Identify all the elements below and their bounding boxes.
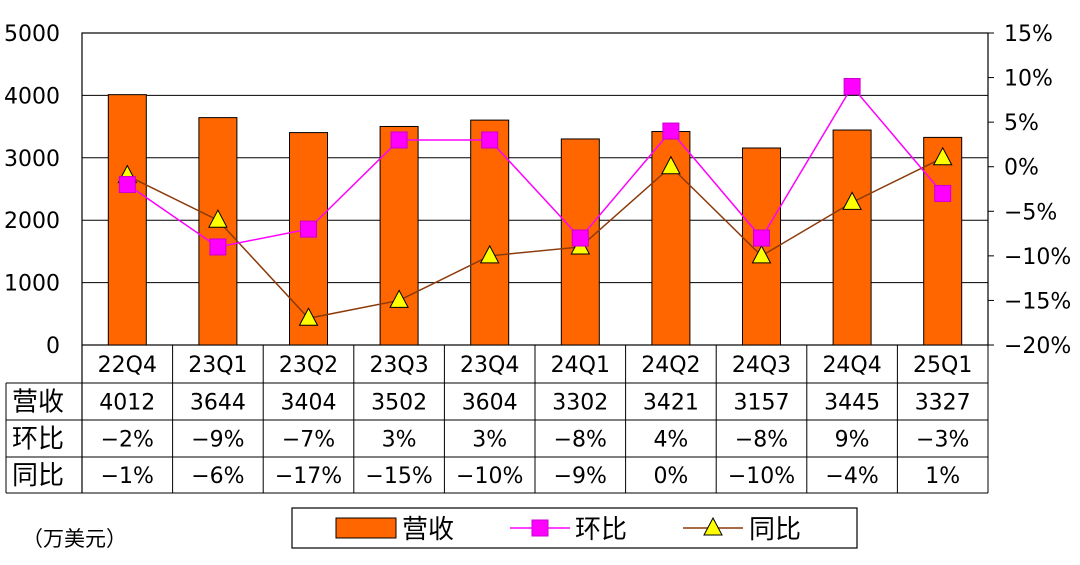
y-right-tick-label: 10% bbox=[1004, 67, 1053, 92]
y-left-tick-label: 2000 bbox=[4, 209, 60, 234]
x-category-label: 24Q2 bbox=[641, 353, 700, 378]
yoy-point bbox=[751, 244, 772, 264]
x-category-label: 22Q4 bbox=[98, 353, 157, 378]
yoy-point bbox=[661, 155, 681, 175]
axes: 0 1000 2000 3000 4000 5000 −20% −15% −10% −5% 0% 5%… bbox=[4, 22, 1071, 359]
环比-line bbox=[126, 85, 944, 248]
mom-point bbox=[662, 122, 680, 140]
y-left-tick-label: 5000 bbox=[4, 22, 60, 47]
mom-point bbox=[390, 131, 408, 149]
table-cell: 3404 bbox=[281, 391, 337, 416]
x-category-label: 24Q4 bbox=[822, 353, 881, 378]
mom-point bbox=[843, 77, 861, 95]
mom-point bbox=[481, 131, 499, 149]
y-right-tick-label: 5% bbox=[1004, 111, 1039, 136]
legend-revenue-swatch bbox=[335, 517, 397, 539]
yoy-point bbox=[842, 191, 862, 210]
mom-point bbox=[300, 220, 317, 238]
table-cell: 3644 bbox=[190, 391, 246, 416]
y-left-tick-label: 3000 bbox=[4, 147, 60, 172]
yoy-point bbox=[932, 146, 953, 166]
mom-point bbox=[753, 229, 770, 247]
x-category-label: 23Q3 bbox=[369, 353, 428, 378]
table-cell: −17% bbox=[275, 464, 342, 489]
yoy-point bbox=[479, 244, 500, 264]
legend-revenue-label: 营收 bbox=[402, 515, 454, 545]
legend-mom-marker bbox=[531, 519, 549, 537]
y-right-tick-label: −5% bbox=[1004, 200, 1057, 225]
table-cell: 0% bbox=[653, 464, 688, 489]
table-cell: 3% bbox=[472, 428, 507, 453]
table-cell: −10% bbox=[728, 464, 795, 489]
y-left-tick-label: 4000 bbox=[4, 84, 60, 109]
revenue-bar bbox=[107, 94, 147, 346]
table-row-label: 营收 bbox=[12, 388, 64, 418]
mom-point bbox=[934, 184, 952, 202]
revenue-bar bbox=[198, 117, 238, 346]
table-cell: 4% bbox=[653, 428, 688, 453]
revenue-bar bbox=[832, 129, 872, 346]
table-row-label: 环比 bbox=[12, 425, 64, 455]
y-right-tick-label: −10% bbox=[1004, 245, 1071, 270]
x-category-label: 23Q4 bbox=[460, 353, 519, 378]
y-right-tick-label: −20% bbox=[1004, 334, 1071, 359]
legend-mom-label: 环比 bbox=[575, 515, 627, 545]
table-cell: −6% bbox=[191, 464, 244, 489]
x-category-label: 24Q3 bbox=[732, 353, 791, 378]
revenue-bar bbox=[470, 119, 510, 346]
table-cell: 3327 bbox=[915, 391, 971, 416]
table-cell: 1% bbox=[925, 464, 960, 489]
revenue-bar bbox=[923, 136, 963, 346]
table-cell: −8% bbox=[554, 428, 607, 453]
data-table: 22Q4 23Q1 23Q2 23Q3 23Q4 24Q1 24Q2 24Q3 24Q4 25Q1… bbox=[5, 345, 989, 494]
table-cell: −9% bbox=[554, 464, 607, 489]
x-category-label: 24Q1 bbox=[551, 353, 610, 378]
table-cell: −3% bbox=[916, 428, 969, 453]
revenue-bars bbox=[107, 94, 963, 346]
unit-label: （万美元） bbox=[22, 527, 127, 551]
y-left-tick-label: 0 bbox=[46, 334, 60, 359]
mom-point bbox=[571, 229, 589, 247]
table-cell: 9% bbox=[835, 428, 870, 453]
yoy-point bbox=[298, 307, 319, 326]
table-cell: −8% bbox=[735, 428, 788, 453]
x-category-label: 23Q1 bbox=[188, 353, 247, 378]
table-cell: 3502 bbox=[371, 391, 427, 416]
table-cell: 3% bbox=[382, 428, 417, 453]
revenue-bar bbox=[379, 125, 419, 346]
legend: 营收 环比 同比 bbox=[291, 507, 858, 549]
mom-point bbox=[209, 238, 227, 256]
table-cell: −1% bbox=[101, 464, 154, 489]
table-cell: 3157 bbox=[734, 391, 790, 416]
table-cell: 3445 bbox=[824, 391, 880, 416]
x-category-label: 23Q2 bbox=[279, 353, 338, 378]
x-category-label: 25Q1 bbox=[913, 353, 972, 378]
ratio-lines bbox=[117, 77, 953, 326]
y-left-tick-label: 1000 bbox=[4, 272, 60, 297]
table-cell: 4012 bbox=[99, 391, 155, 416]
同比-line bbox=[126, 157, 944, 320]
table-cell: −15% bbox=[365, 464, 432, 489]
yoy-point bbox=[389, 289, 409, 308]
yoy-point bbox=[208, 209, 228, 228]
table-cell: −9% bbox=[191, 428, 244, 453]
table-row-label: 同比 bbox=[12, 461, 64, 491]
y-right-tick-label: 15% bbox=[1004, 22, 1053, 47]
y-right-tick-label: −15% bbox=[1004, 289, 1071, 314]
mom-point bbox=[118, 176, 136, 194]
table-cell: −2% bbox=[101, 428, 154, 453]
table-cell: 3604 bbox=[462, 391, 518, 416]
legend-yoy-label: 同比 bbox=[749, 515, 801, 545]
table-cell: 3421 bbox=[643, 391, 699, 416]
table-cell: −4% bbox=[825, 464, 878, 489]
legend-yoy-marker bbox=[703, 516, 723, 536]
table-cell: −7% bbox=[282, 428, 335, 453]
table-cell: 3302 bbox=[552, 391, 608, 416]
table-cell: −10% bbox=[456, 464, 523, 489]
y-right-tick-label: 0% bbox=[1004, 156, 1039, 181]
